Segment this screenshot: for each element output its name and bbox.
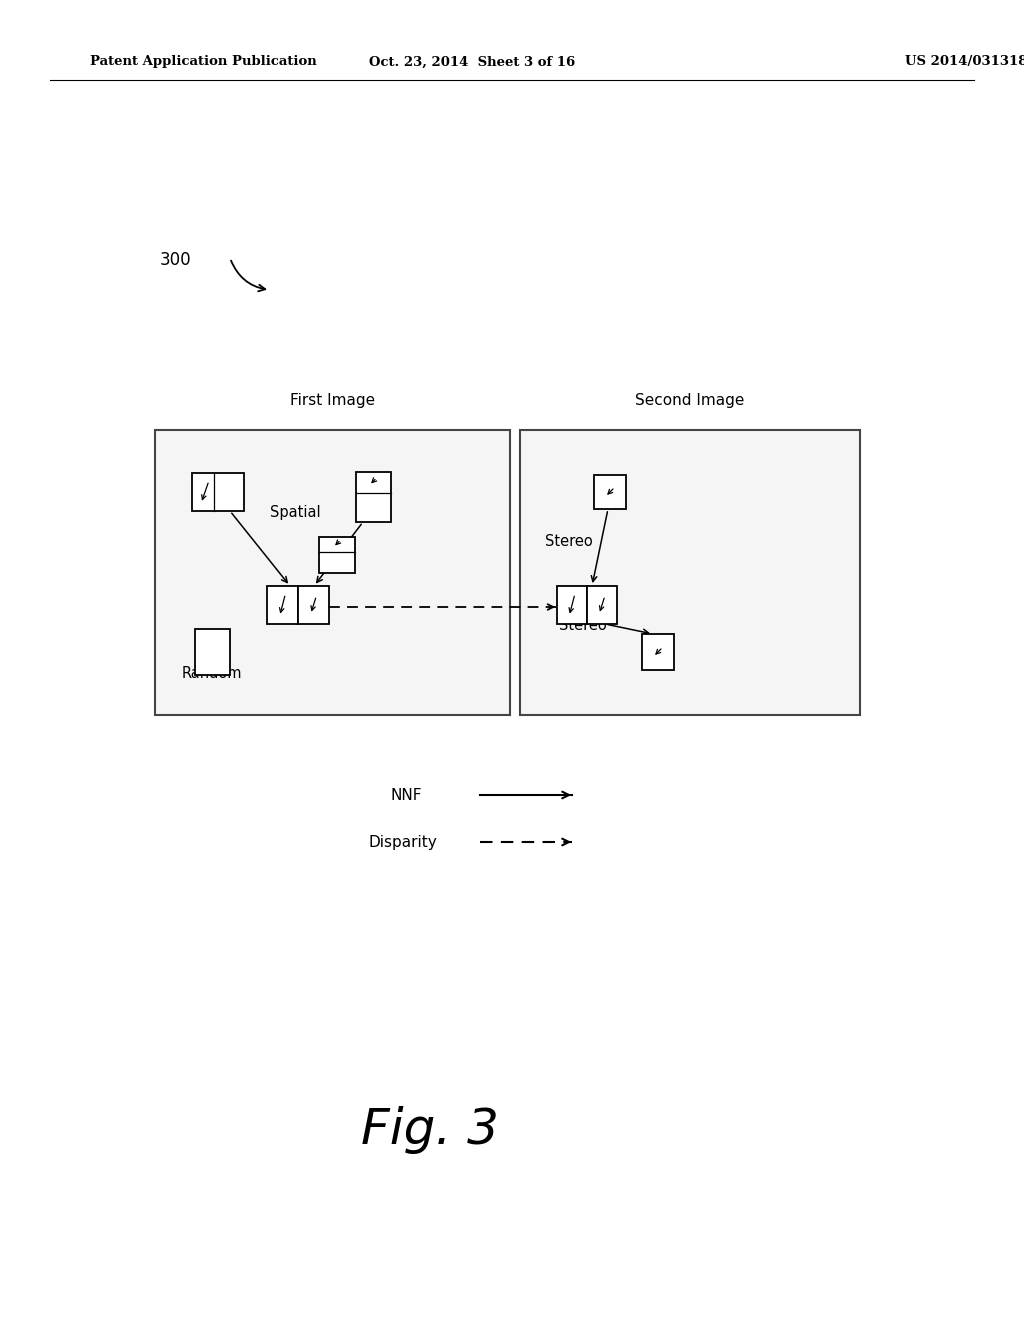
Text: Second Image: Second Image: [635, 393, 744, 408]
Text: Stereo: Stereo: [545, 535, 593, 549]
Bar: [587, 586, 617, 624]
Text: Spatial: Spatial: [270, 504, 321, 520]
Text: Random: Random: [182, 667, 243, 681]
Text: First Image: First Image: [290, 393, 375, 408]
Bar: [594, 475, 626, 510]
Text: 300: 300: [160, 251, 191, 269]
Bar: [195, 630, 229, 675]
Text: Fig. 3: Fig. 3: [361, 1106, 499, 1154]
Bar: [557, 586, 587, 624]
Text: NNF: NNF: [390, 788, 422, 803]
Bar: [298, 586, 329, 624]
Text: Stereo: Stereo: [559, 619, 607, 634]
Text: US 2014/0313188 A1: US 2014/0313188 A1: [905, 55, 1024, 69]
Text: Patent Application Publication: Patent Application Publication: [90, 55, 316, 69]
Bar: [319, 537, 355, 573]
Bar: [155, 430, 510, 715]
Bar: [355, 473, 390, 521]
Bar: [642, 634, 674, 671]
Bar: [520, 430, 860, 715]
Bar: [267, 586, 298, 624]
Text: Disparity: Disparity: [368, 834, 437, 850]
Bar: [193, 473, 244, 511]
Text: Oct. 23, 2014  Sheet 3 of 16: Oct. 23, 2014 Sheet 3 of 16: [369, 55, 575, 69]
